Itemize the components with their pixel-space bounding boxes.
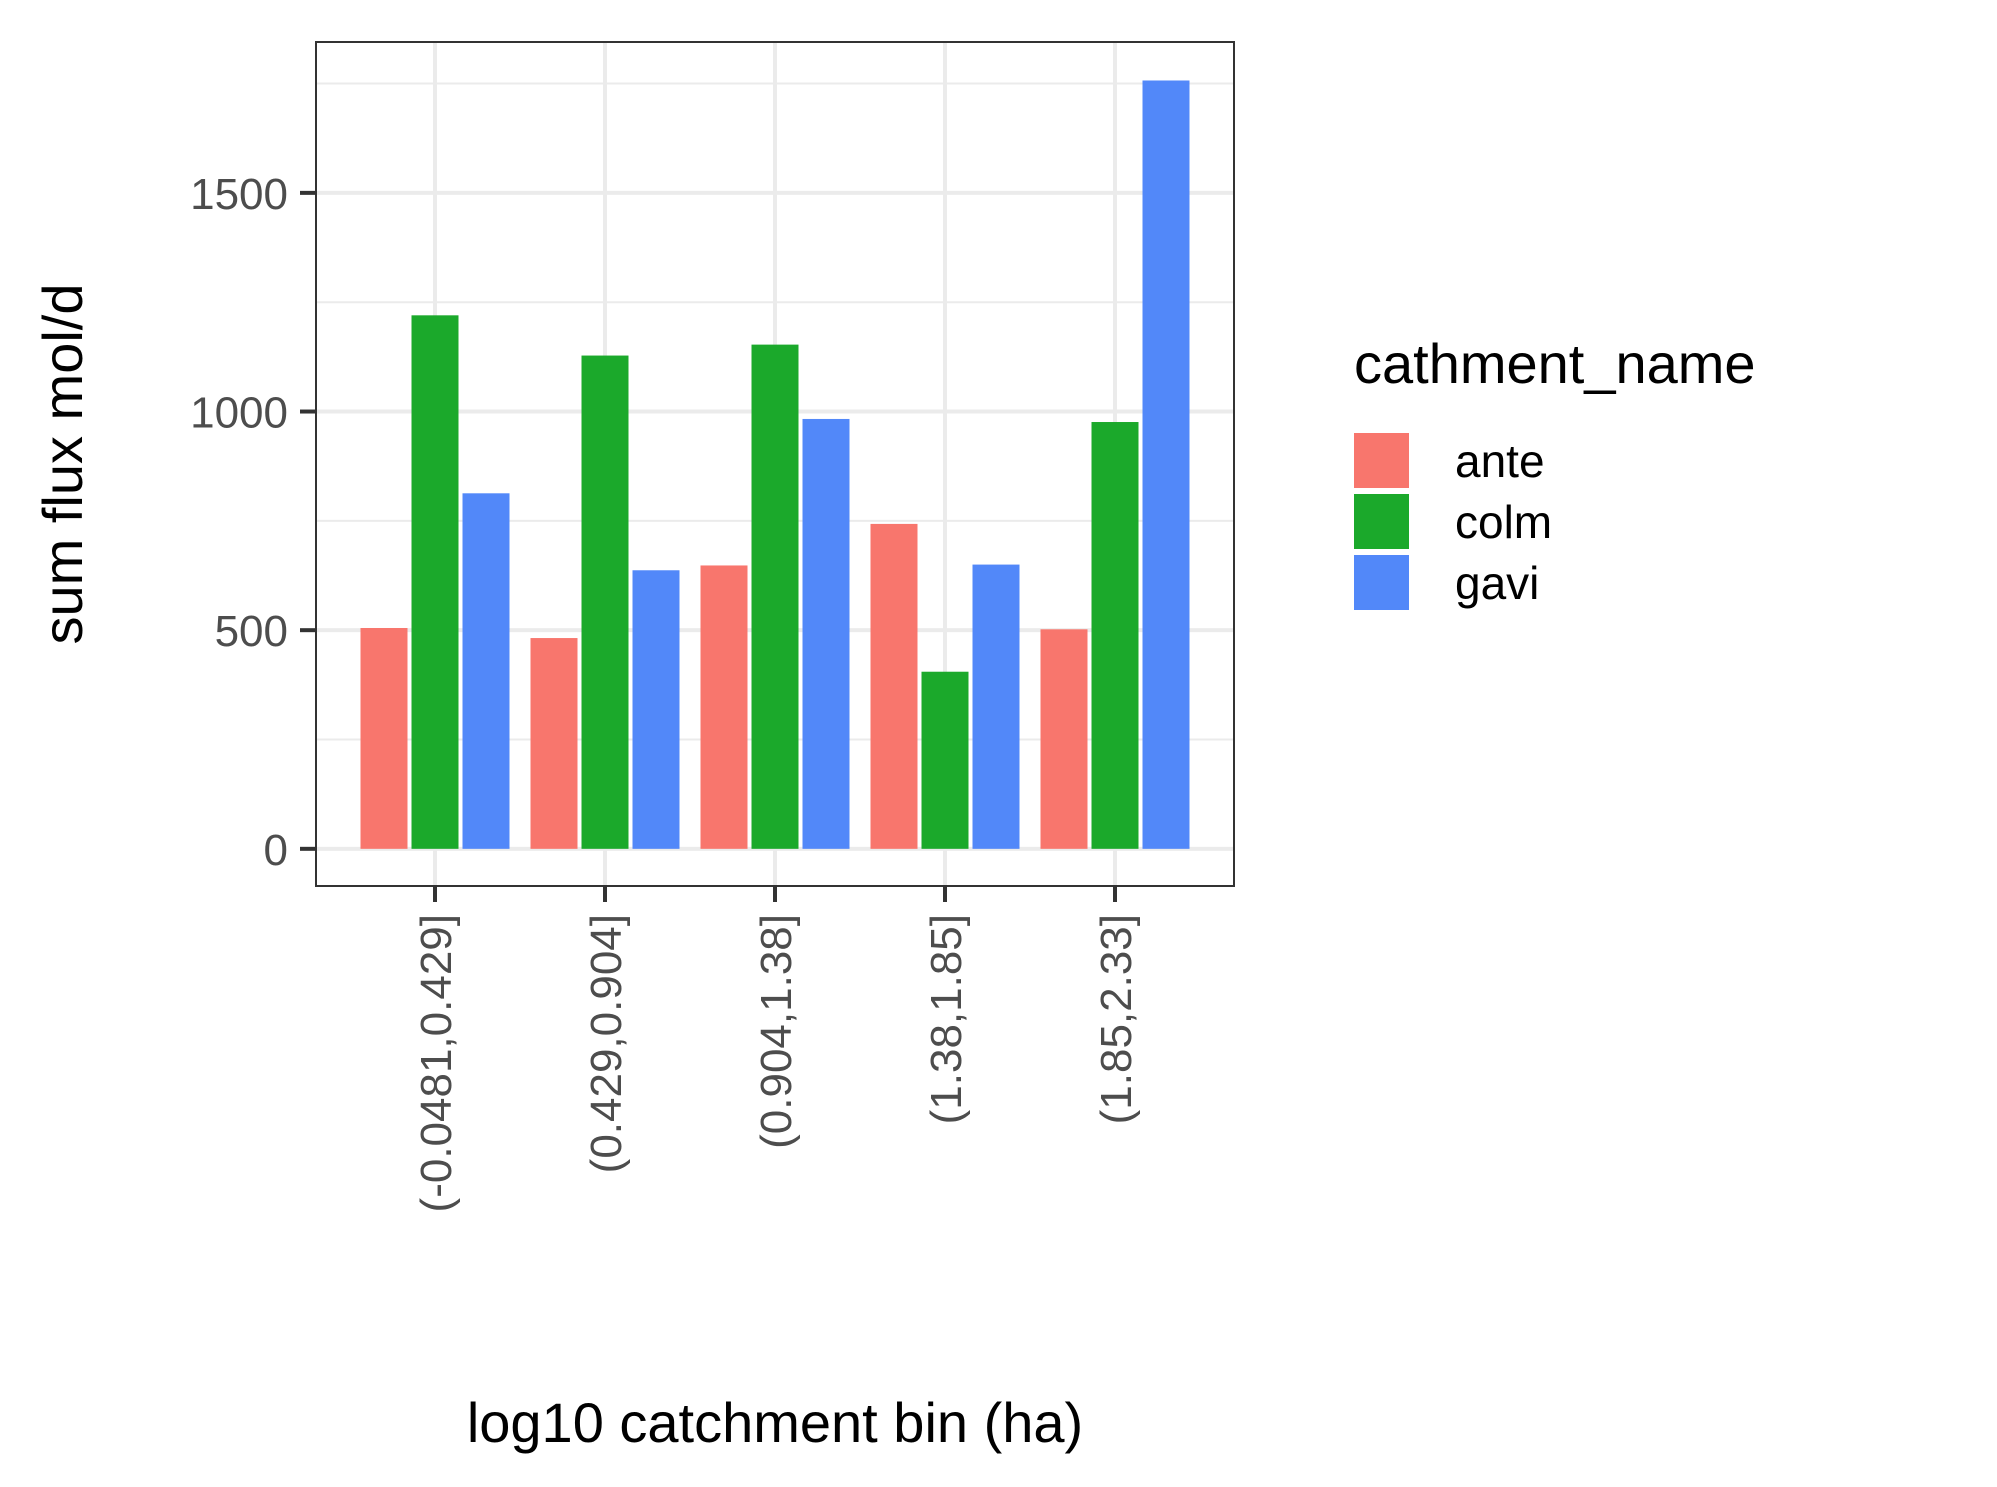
bar-gavi (802, 418, 850, 849)
bar-ante (1040, 629, 1088, 849)
bar-gavi (632, 570, 680, 849)
y-tick-label: 500 (215, 607, 288, 656)
x-tick-label: (1.85,2.33] (1092, 914, 1141, 1124)
x-tick-label: (1.38,1.85] (922, 914, 971, 1124)
x-tick-label: (-0.0481,0.429] (412, 914, 461, 1212)
bar-gavi (462, 493, 510, 849)
bar-ante (870, 523, 918, 849)
legend-key-gavi (1354, 555, 1409, 610)
bar-colm (411, 315, 459, 849)
bar-colm (921, 671, 969, 849)
legend-key-ante (1354, 433, 1409, 488)
legend-title: cathment_name (1354, 332, 1756, 395)
x-tick-label: (0.904,1.38] (752, 914, 801, 1149)
bars (360, 80, 1190, 849)
bar-ante (700, 565, 748, 849)
x-axis: (-0.0481,0.429] (0.429,0.904] (0.904,1.38]… (412, 886, 1141, 1212)
bar-ante (360, 627, 408, 849)
legend: cathment_name ante colm gavi (1354, 332, 1756, 610)
bar-colm (751, 344, 799, 849)
y-axis-title: sum flux mol/d (31, 284, 94, 645)
y-tick-label: 1000 (190, 389, 288, 438)
x-tick-label: (0.429,0.904] (582, 914, 631, 1173)
legend-key-colm (1354, 494, 1409, 549)
y-tick-label: 1500 (190, 170, 288, 219)
bar-colm (581, 355, 629, 849)
y-axis: 0 500 1000 1500 (190, 170, 316, 875)
bar-gavi (1142, 80, 1190, 849)
bar-colm (1091, 422, 1139, 849)
legend-label-colm: colm (1455, 496, 1552, 548)
legend-label-gavi: gavi (1455, 557, 1539, 609)
x-axis-title: log10 catchment bin (ha) (467, 1391, 1083, 1454)
bar-ante (530, 638, 578, 849)
bar-gavi (972, 564, 1020, 849)
y-tick-label: 0 (264, 826, 288, 875)
legend-label-ante: ante (1455, 435, 1545, 487)
